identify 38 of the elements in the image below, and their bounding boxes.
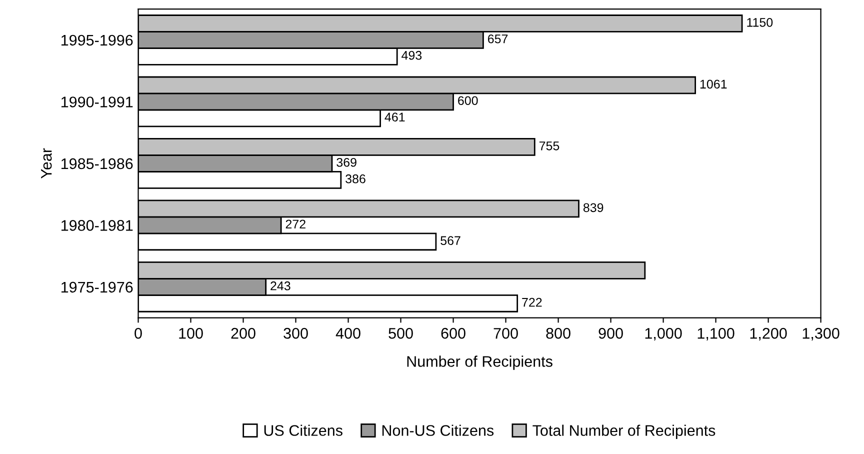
data-label: 369: [336, 158, 356, 167]
legend-label: Non-US Citizens: [382, 424, 494, 436]
data-label: 722: [522, 298, 542, 307]
y-tick-label: 1980-1981: [61, 220, 133, 231]
data-label: 386: [346, 174, 366, 184]
data-label: 272: [286, 220, 306, 228]
y-axis-title: Year: [41, 148, 52, 179]
x-tick-label: 900: [598, 328, 623, 339]
x-tick-label: 1,300: [802, 328, 840, 341]
data-label: 657: [488, 34, 508, 44]
x-tick-label: 800: [546, 328, 570, 339]
data-label: 493: [402, 50, 422, 60]
y-tick-label: 1990-1991: [61, 96, 133, 108]
data-label: 839: [583, 203, 604, 212]
data-label: 1150: [747, 18, 773, 27]
legend-label: US Citizens: [264, 424, 342, 436]
x-tick-label: 1,000: [645, 328, 682, 341]
x-tick-label: 200: [231, 328, 256, 339]
data-label: 755: [539, 142, 560, 150]
x-tick-label: 100: [179, 328, 203, 339]
y-tick-label: 1995-1996: [61, 34, 133, 46]
x-tick-label: 1,100: [698, 328, 734, 341]
y-tick-label: 1975-1976: [61, 282, 133, 293]
x-tick-label: 600: [441, 328, 466, 339]
data-label: 461: [384, 112, 405, 122]
data-label: 567: [440, 236, 460, 246]
x-tick-label: 700: [494, 328, 518, 339]
x-axis-title: Number of Recipients: [407, 356, 552, 370]
x-tick-label: 300: [284, 328, 308, 339]
data-label: 600: [458, 96, 478, 106]
x-tick-label: 400: [336, 328, 360, 339]
data-label: 243: [270, 281, 290, 290]
data-label: 1061: [700, 80, 727, 89]
x-tick-label: 500: [388, 328, 413, 339]
x-tick-label: 0: [134, 328, 142, 339]
legend-label: Total Number of Recipients: [532, 424, 716, 439]
x-tick-label: 1,200: [750, 328, 787, 341]
y-tick-label: 1985-1986: [61, 158, 133, 170]
